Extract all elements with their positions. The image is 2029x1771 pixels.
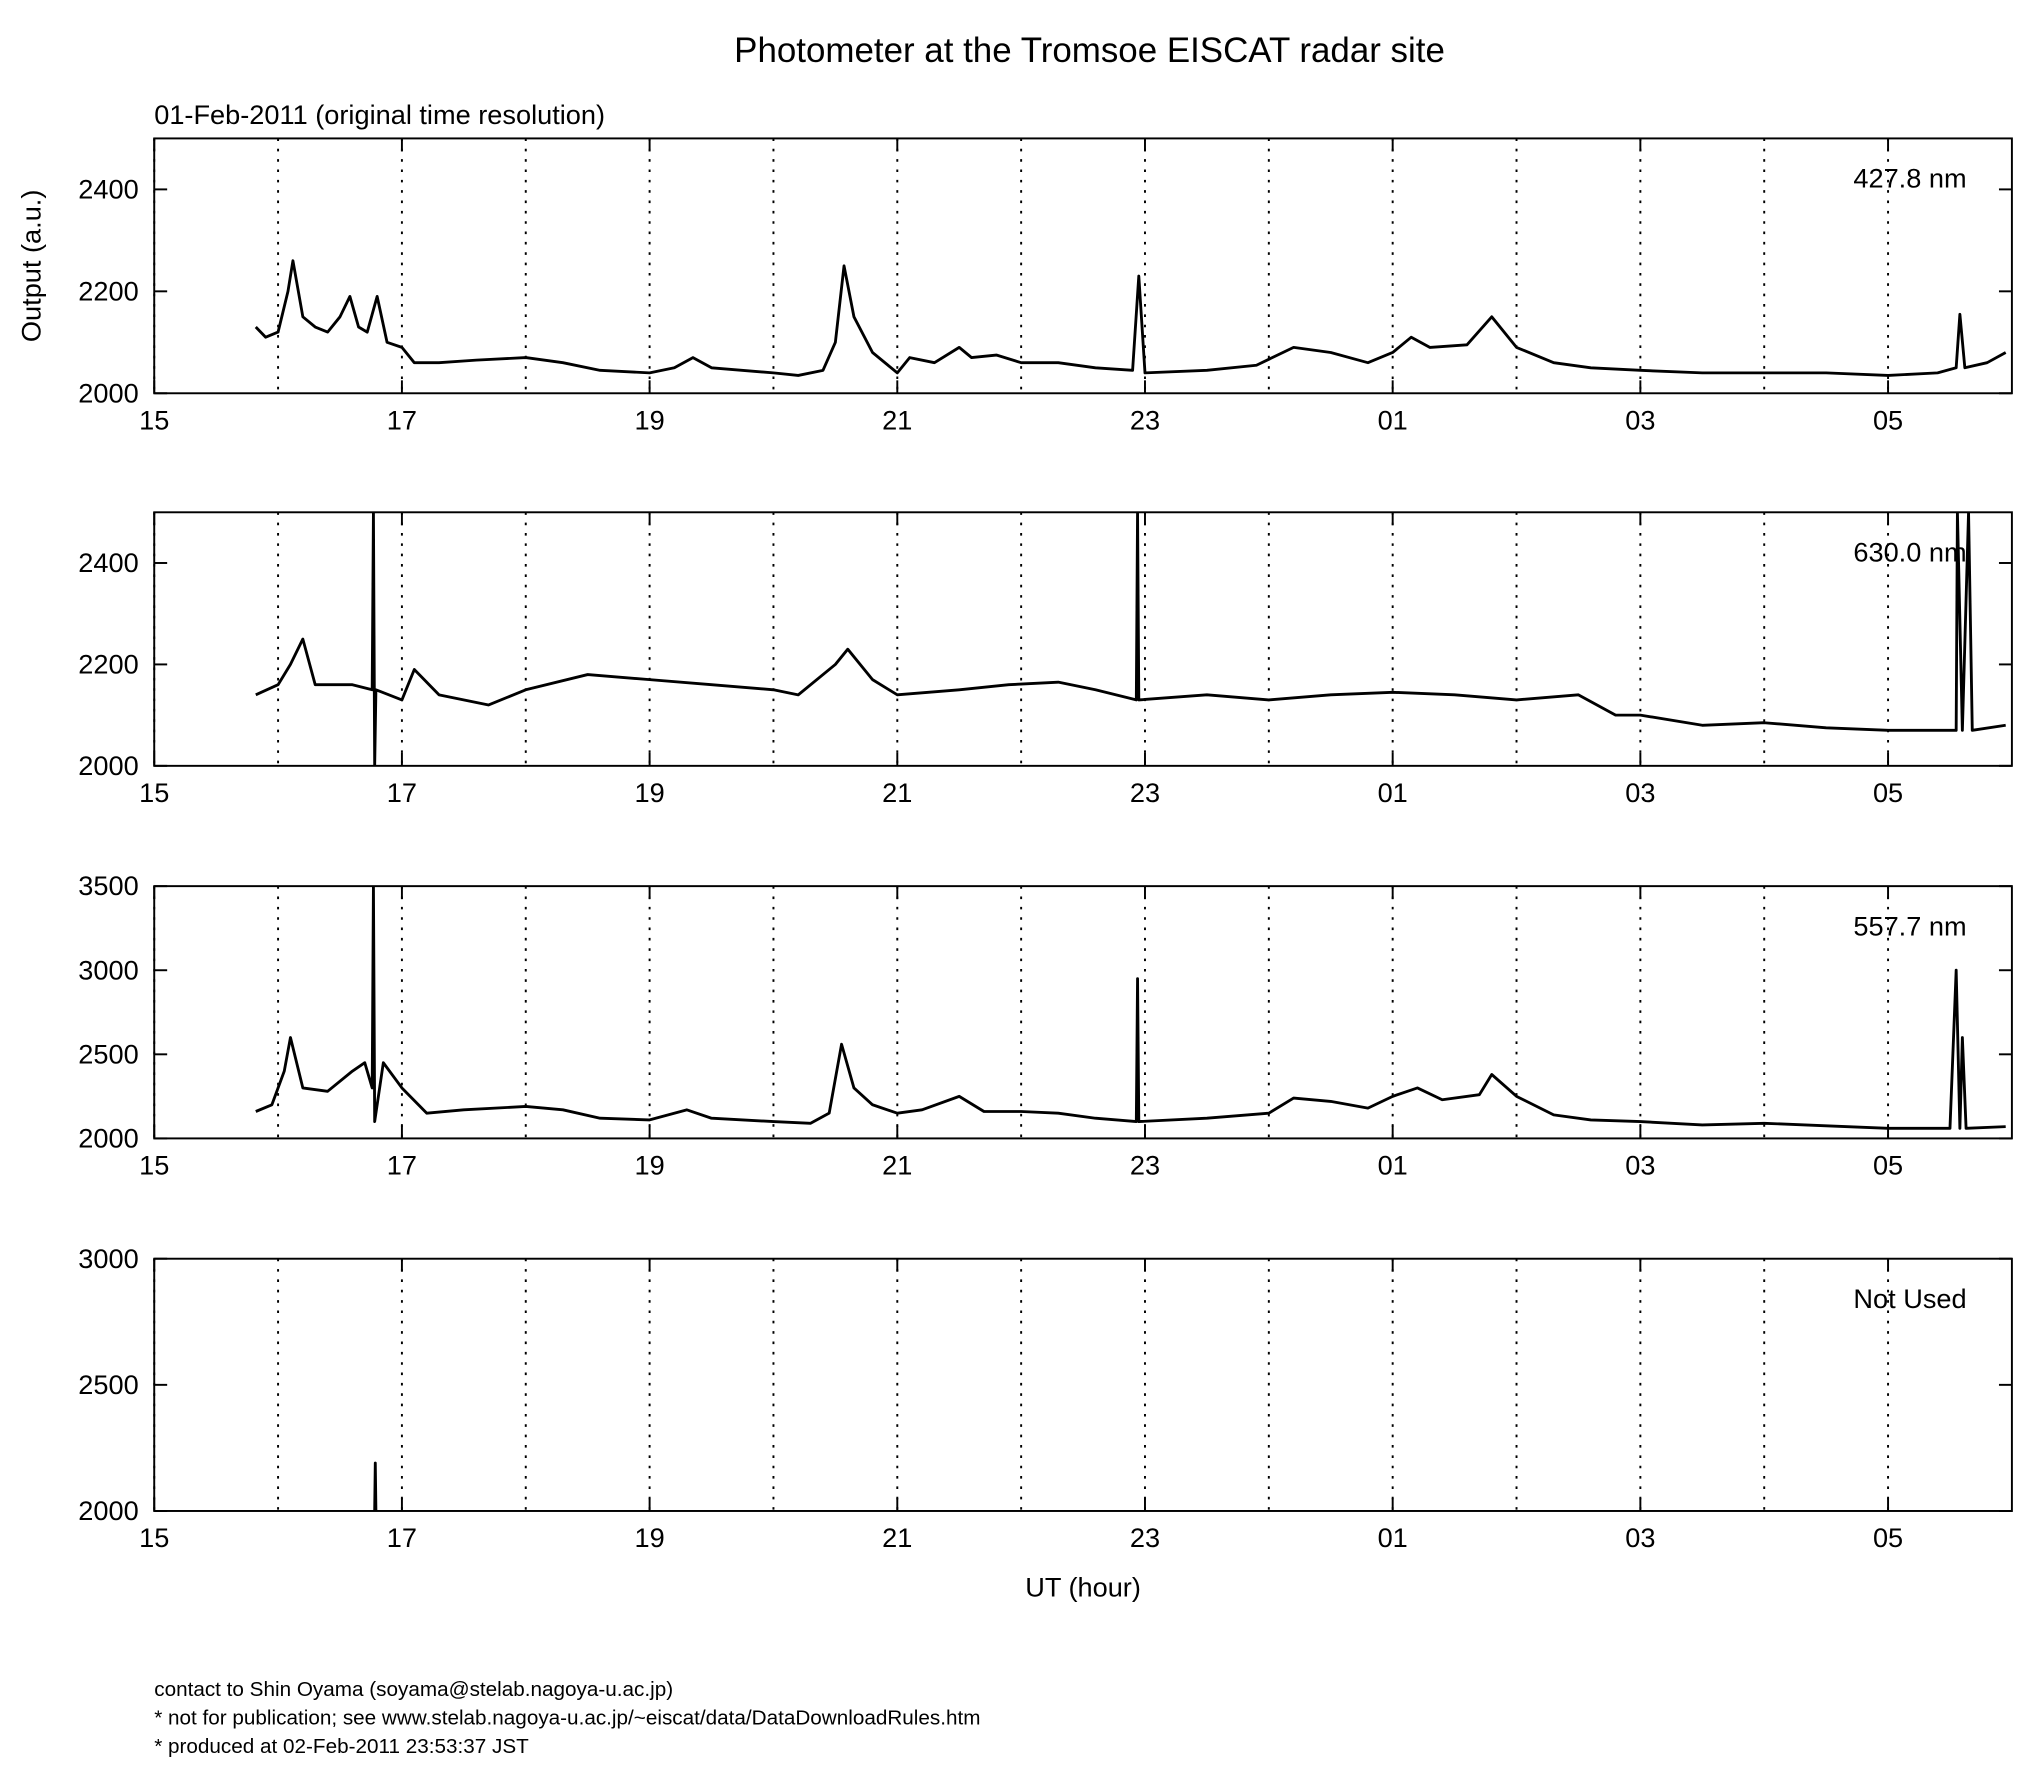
x-tick-label: 03	[1625, 1150, 1655, 1181]
axes-frame	[153, 137, 2013, 395]
x-tick-label: 23	[1130, 777, 1160, 808]
data-line	[255, 886, 2006, 1130]
x-tick-label: 23	[1130, 1522, 1160, 1553]
x-tick-label: 19	[634, 1522, 664, 1553]
plot-area	[373, 1461, 378, 1511]
x-tick-label: 19	[634, 1150, 664, 1181]
x-tick-label: 01	[1378, 777, 1408, 808]
x-tick-label: 15	[139, 404, 169, 435]
footer-line: contact to Shin Oyama (soyama@stelab.nag…	[154, 1678, 673, 1701]
footer-line: * not for publication; see www.stelab.na…	[154, 1706, 980, 1729]
y-tick-label: 2000	[78, 750, 138, 781]
data-line	[373, 1461, 378, 1511]
x-axis-label: UT (hour)	[1025, 1571, 1141, 1602]
x-tick-label: 05	[1873, 1522, 1903, 1553]
y-tick-label: 2200	[78, 648, 138, 679]
y-tick-label: 2000	[78, 1495, 138, 1526]
x-tick-label: 21	[882, 1150, 912, 1181]
x-tick-label: 05	[1873, 1150, 1903, 1181]
y-tick-label: 2200	[78, 275, 138, 306]
y-tick-label: 3000	[78, 954, 138, 985]
data-line	[254, 259, 2007, 377]
y-tick-label: 2000	[78, 377, 138, 408]
x-tick-label: 05	[1873, 777, 1903, 808]
plot-area	[255, 886, 2006, 1130]
y-tick-label: 2400	[78, 547, 138, 578]
panel-label: 557.7 nm	[1853, 910, 1966, 941]
x-tick-label: 21	[882, 777, 912, 808]
x-tick-label: 17	[387, 1150, 417, 1181]
x-tick-label: 17	[387, 1522, 417, 1553]
y-tick-label: 2500	[78, 1038, 138, 1069]
axes-frame	[153, 1257, 2013, 1512]
x-tick-label: 21	[882, 404, 912, 435]
x-tick-label: 05	[1873, 404, 1903, 435]
axes-frame	[153, 511, 2013, 767]
x-tick-label: 15	[139, 777, 169, 808]
x-tick-label: 17	[387, 777, 417, 808]
plot-area	[254, 259, 2007, 377]
x-tick-label: 15	[139, 1522, 169, 1553]
x-tick-label: 19	[634, 404, 664, 435]
y-tick-label: 3500	[78, 870, 138, 901]
axes-frame	[153, 885, 2013, 1140]
y-axis-label: Output (a.u.)	[15, 190, 46, 342]
x-tick-label: 03	[1625, 404, 1655, 435]
x-tick-label: 03	[1625, 1522, 1655, 1553]
x-tick-label: 01	[1378, 1522, 1408, 1553]
x-tick-label: 15	[139, 1150, 169, 1181]
x-tick-label: 23	[1130, 404, 1160, 435]
data-line	[255, 512, 2006, 766]
x-tick-label: 23	[1130, 1150, 1160, 1181]
footer-line: * produced at 02-Feb-2011 23:53:37 JST	[154, 1735, 529, 1758]
panel-label: 630.0 nm	[1853, 536, 1966, 567]
y-tick-label: 2500	[78, 1369, 138, 1400]
plot-area	[255, 512, 2006, 766]
y-tick-label: 3000	[78, 1243, 138, 1274]
x-tick-label: 01	[1378, 1150, 1408, 1181]
title: Photometer at the Tromsoe EISCAT radar s…	[734, 31, 1445, 70]
y-tick-label: 2000	[78, 1122, 138, 1153]
x-tick-label: 19	[634, 777, 664, 808]
x-tick-label: 01	[1378, 404, 1408, 435]
y-tick-label: 2400	[78, 173, 138, 204]
panel-label: 427.8 nm	[1853, 163, 1966, 194]
x-tick-label: 21	[882, 1522, 912, 1553]
panel-label: Not Used	[1853, 1283, 1966, 1314]
x-tick-label: 17	[387, 404, 417, 435]
subtitle: 01-Feb-2011 (original time resolution)	[154, 99, 605, 130]
x-tick-label: 03	[1625, 777, 1655, 808]
